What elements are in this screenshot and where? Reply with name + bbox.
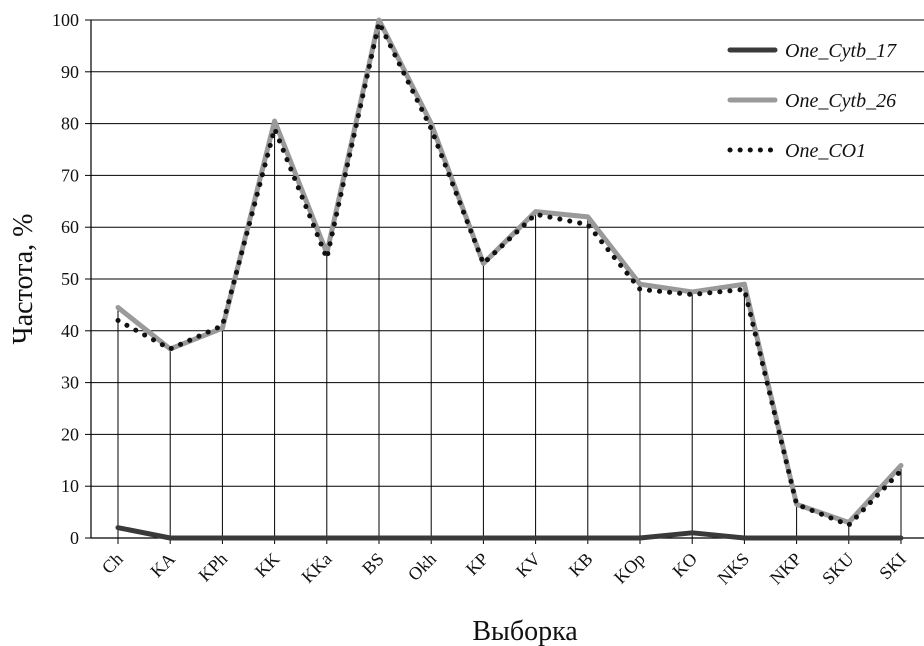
x-tick-label-KKa: KKa xyxy=(297,549,335,587)
x-tick-label-KB: KB xyxy=(565,549,597,581)
x-tick-label-KV: KV xyxy=(512,549,545,582)
y-tick-label-30: 30 xyxy=(61,373,79,393)
y-tick-label-40: 40 xyxy=(61,321,79,341)
y-tick-label-60: 60 xyxy=(61,217,79,237)
x-tick-label-Ch: Ch xyxy=(98,549,127,578)
y-tick-label-50: 50 xyxy=(61,269,79,289)
x-tick-label-KP: KP xyxy=(462,549,492,579)
y-tick-label-10: 10 xyxy=(61,476,79,496)
series-line-one-cytb-17 xyxy=(115,525,904,541)
y-tick-labels: 0 10 20 30 40 50 60 70 80 90 100 xyxy=(52,10,79,548)
x-tick-label-SKI: SKI xyxy=(875,549,910,584)
series-line-one-co1 xyxy=(115,20,904,528)
series-lines xyxy=(115,17,904,541)
legend-label-one-cytb-17: One_Cytb_17 xyxy=(785,40,897,62)
y-tick-label-0: 0 xyxy=(70,528,79,548)
y-axis-title: Частота, % xyxy=(8,214,39,345)
legend-label-one-co1: One_CO1 xyxy=(785,140,866,162)
x-tick-label-BS: BS xyxy=(358,549,388,579)
x-tick-labels: Ch KA KPh KK KKa BS Okh KP KV KB KOp KO NKS NKP SKU SKI xyxy=(98,549,910,589)
x-tick-label-KO: KO xyxy=(669,549,702,582)
y-tick-label-20: 20 xyxy=(61,424,79,444)
y-tick-label-80: 80 xyxy=(61,114,79,134)
x-tick-label-KPh: KPh xyxy=(194,549,231,586)
x-tick-label-NKS: NKS xyxy=(714,549,754,589)
legend: One_Cytb_17 One_Cytb_26 One_CO1 xyxy=(727,40,897,162)
y-tick-label-100: 100 xyxy=(52,10,79,30)
y-tick-label-70: 70 xyxy=(61,165,79,185)
x-tick-label-Okh: Okh xyxy=(404,549,440,585)
x-tick-label-KA: KA xyxy=(147,549,180,582)
legend-label-one-cytb-26: One_Cytb_26 xyxy=(785,90,896,112)
x-tick-label-KOp: KOp xyxy=(610,549,649,588)
x-tick-label-KK: KK xyxy=(251,549,284,582)
x-tick-label-NKP: NKP xyxy=(766,549,806,589)
x-axis-title: Выборка xyxy=(472,616,578,646)
gridlines xyxy=(91,19,924,539)
drop-lines xyxy=(117,20,902,538)
x-tick-label-SKU: SKU xyxy=(818,549,858,589)
y-tick-label-90: 90 xyxy=(61,62,79,82)
